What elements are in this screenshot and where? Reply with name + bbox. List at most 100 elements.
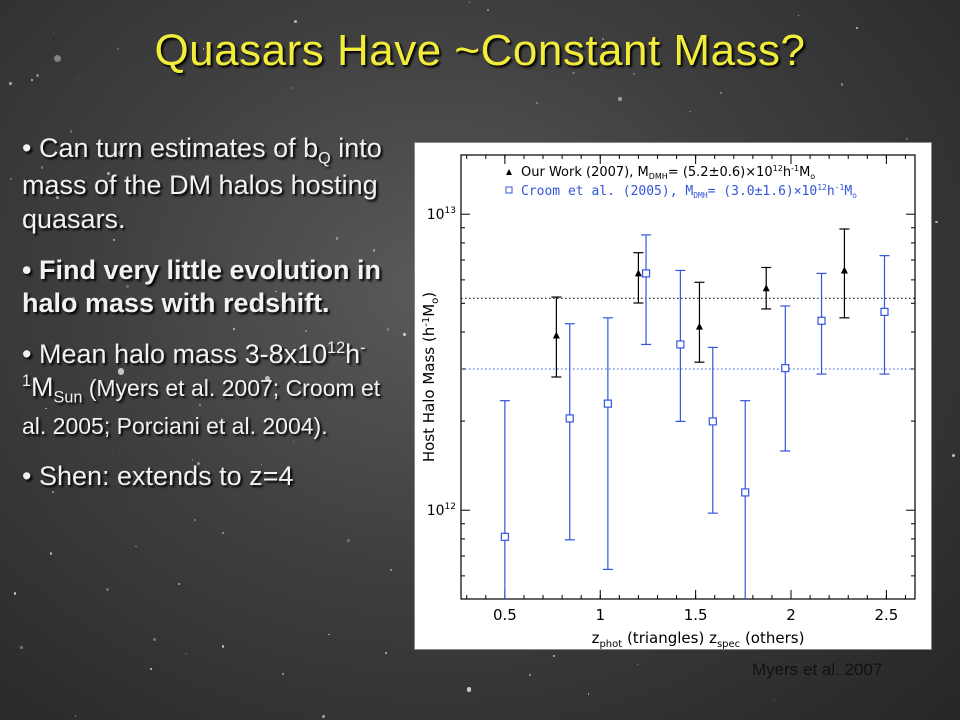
bullet-marker: • [22,133,39,163]
star [261,464,263,466]
bullet-2: • Find very little evolution in halo mas… [22,254,394,320]
star [113,239,115,241]
star [277,151,280,154]
star [196,461,200,465]
square-point [880,307,889,316]
star [50,552,53,555]
triangle-point [552,331,560,339]
star [411,54,414,57]
star [70,265,72,267]
chart-panel: 0.5 1 1.5 2 2.5 1012 1013 Our Work (2007), MDMH… [414,142,932,650]
star [689,110,691,113]
star [271,261,274,264]
star [468,2,470,4]
star [116,47,119,50]
star [54,55,61,63]
star [290,87,293,89]
bullet-3-text: Mean halo mass 3-8x10 [38,339,328,370]
square-point [641,269,651,278]
bullet-3-exponent: 12 [327,339,346,358]
star [40,166,44,170]
figure-credit: Myers et al. 2007 [752,660,883,679]
star [221,532,224,535]
y-tick-label: 1012 [427,502,456,519]
star [293,441,295,443]
star [117,368,124,375]
x-tick-label: 2.5 [874,606,898,624]
star [386,328,389,331]
triangle-point [840,266,848,274]
bullet-marker: • [22,339,39,370]
star [719,91,722,95]
triangle-point [762,284,770,292]
star [403,333,406,336]
star [797,14,800,16]
bullet-2-text: Find very little evolution in halo mass … [22,254,382,318]
star [202,48,205,50]
legend-triangle [506,169,512,175]
x-tick-label: 0.5 [493,606,517,624]
star [76,77,79,79]
star [486,9,489,12]
bullet-list: • Can turn estimates of bQ into mass of … [22,132,394,511]
star [135,545,137,548]
star [264,375,270,381]
x-tick-label: 1.5 [684,606,708,624]
star [328,633,330,635]
star [126,285,130,289]
bullet-4-text: Shen: extends to z=4 [38,460,294,491]
star [13,592,17,595]
square-point [741,488,750,497]
square-point [708,417,717,426]
star [601,37,604,40]
star [177,582,181,586]
y-tick-label: 1013 [427,206,456,223]
star [385,652,388,654]
star [396,65,398,67]
star [618,97,622,101]
star [198,403,202,407]
star [553,654,556,658]
bullet-4: • Shen: extends to z=4 [22,460,394,493]
star [45,407,48,410]
star [10,178,12,180]
star [35,74,39,78]
star [372,249,376,252]
star [165,152,169,156]
star [952,454,956,458]
bullet-3-subscript: Sun [53,388,83,407]
star [117,150,123,156]
star [50,341,53,344]
bullet-1-subscript: Q [318,149,331,168]
star [74,715,76,717]
star [52,31,55,34]
bullet-1: • Can turn estimates of bQ into mass of … [22,132,394,236]
star [275,291,277,293]
star [322,715,325,718]
star [773,699,776,702]
star [906,137,909,141]
star [389,568,392,571]
bullet-3: • Mean halo mass 3-8x1012h-1MSun (Myers … [22,338,394,442]
legend-our-work: Our Work (2007), MDMH= (5.2±0.6)×1012h-1… [521,164,815,181]
plot-frame [460,154,916,600]
legend-square [505,186,513,194]
square-point [676,340,685,349]
bullet-3-h: h [345,339,361,370]
star [535,101,538,104]
star [528,673,531,676]
star [153,638,156,641]
star [106,172,110,175]
square-point [565,414,574,423]
square-point [603,399,612,408]
bullet-1-text: Can turn estimates of b [38,133,319,163]
star [106,588,110,591]
star [636,663,639,666]
star [31,79,34,82]
star [194,519,197,522]
star [335,237,339,240]
star [840,83,843,86]
star [304,329,308,333]
bullet-marker: • [22,254,39,285]
x-axis-label: zphot (triangles) zspec (others) [592,629,805,649]
